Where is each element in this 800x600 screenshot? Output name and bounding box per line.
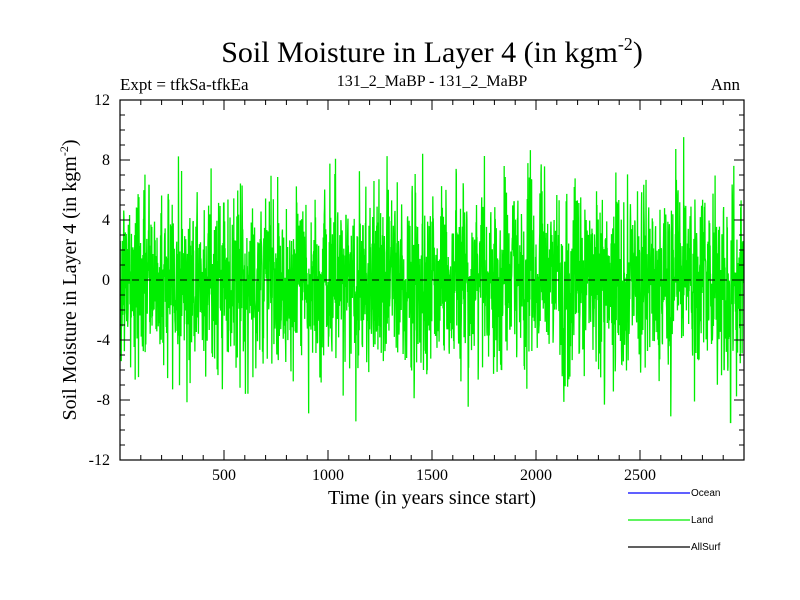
y-tick-label: -12: [89, 452, 110, 469]
x-axis-label: Time (in years since start): [328, 487, 536, 509]
x-tick-label: 2500: [624, 467, 656, 484]
y-tick-label: 12: [94, 92, 110, 109]
x-tick-label: 2000: [520, 467, 552, 484]
legend-item-allsurf: AllSurf: [628, 542, 721, 553]
y-axis: -12 -8 -4 0 4 8 12: [89, 92, 744, 469]
legend: Ocean Land AllSurf: [628, 488, 721, 553]
x-axis: 500 1000 1500 2000 2500: [140, 100, 724, 484]
series-land-line: [120, 137, 744, 424]
y-tick-label: -8: [97, 392, 110, 409]
y-tick-label: 0: [102, 272, 110, 289]
y-tick-label: -4: [97, 332, 110, 349]
legend-label-land: Land: [691, 515, 713, 526]
x-tick-label: 1500: [416, 467, 448, 484]
y-axis-label: Soil Moisture in Layer 4 (in kgm-2): [57, 139, 81, 420]
subtitle-season: Ann: [711, 75, 741, 94]
legend-item-land: Land: [628, 515, 713, 526]
chart-title: Soil Moisture in Layer 4 (in kgm-2): [221, 34, 643, 69]
y-tick-label: 4: [102, 212, 110, 229]
x-tick-label: 500: [212, 467, 236, 484]
y-tick-label: 8: [102, 152, 110, 169]
legend-label-ocean: Ocean: [691, 488, 720, 499]
series-layer: [120, 137, 744, 424]
legend-label-allsurf: AllSurf: [691, 542, 721, 553]
subtitle-period: 131_2_MaBP - 131_2_MaBP: [337, 73, 528, 90]
legend-item-ocean: Ocean: [628, 488, 720, 499]
x-tick-label: 1000: [312, 467, 344, 484]
subtitle-experiment: Expt = tfkSa-tfkEa: [120, 75, 249, 94]
